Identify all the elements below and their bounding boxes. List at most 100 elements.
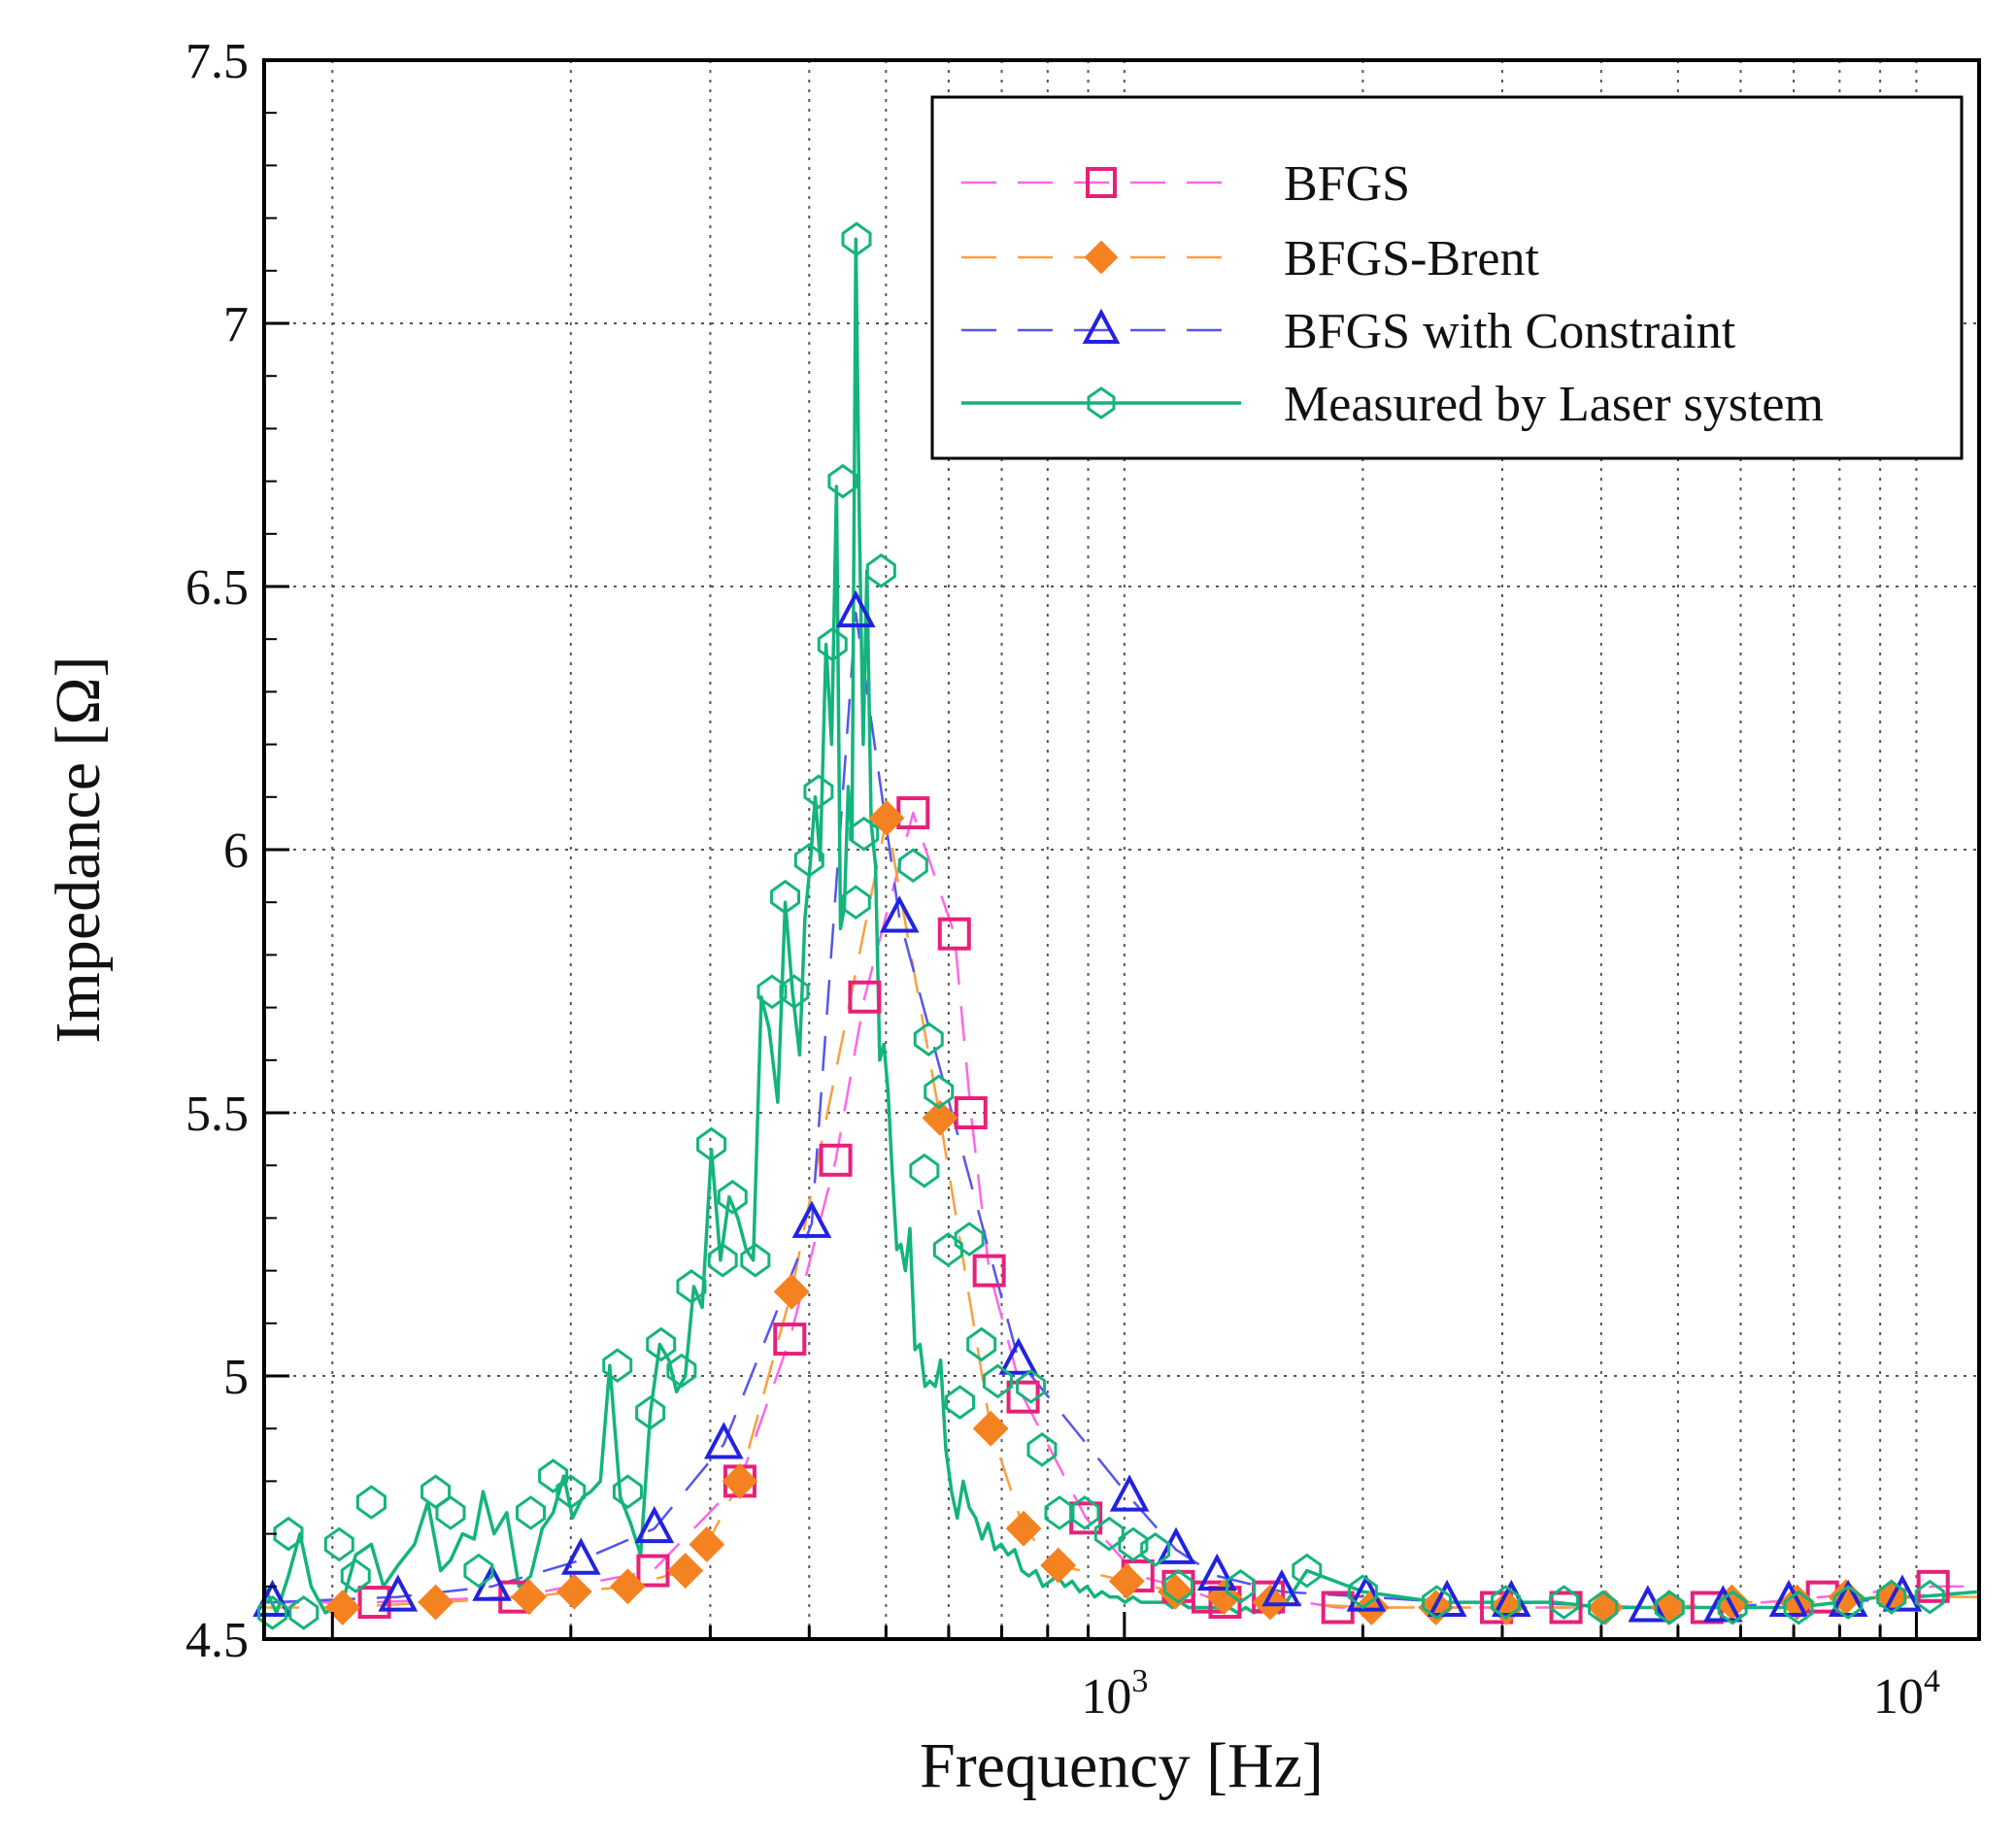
data-point-bfgs-brent (610, 1568, 646, 1605)
y-tick-label: 4.5 (185, 1613, 249, 1668)
data-point-bfgs-brent (722, 1462, 758, 1499)
data-point-bfgs-with-constraint (879, 895, 920, 933)
legend-label: Measured by Laser system (1284, 377, 1824, 432)
data-point-measured (257, 1595, 288, 1630)
data-point-bfgs (972, 1254, 1006, 1288)
data-point-measured (435, 1495, 466, 1530)
data-point-measured (1654, 1590, 1685, 1625)
data-point-measured (1491, 1585, 1522, 1620)
data-point-bfgs-with-constraint (1261, 1568, 1302, 1607)
data-point-measured (849, 816, 880, 852)
legend-label: BFGS with Constraint (1284, 304, 1736, 359)
data-point-bfgs-brent (868, 800, 905, 836)
data-point-measured (340, 1558, 371, 1593)
data-point-measured (817, 626, 848, 662)
data-point-measured (770, 879, 801, 915)
series-markers (252, 221, 1950, 1630)
data-point-bfgs-brent (1108, 1562, 1145, 1599)
data-point-bfgs (819, 1143, 853, 1177)
data-point-measured (793, 842, 824, 878)
data-point-bfgs-with-constraint (1346, 1574, 1387, 1612)
data-point-measured (945, 1385, 976, 1420)
data-point-measured (1832, 1585, 1864, 1620)
data-point-bfgs-with-constraint (1882, 1574, 1923, 1612)
data-point-bfgs-brent (922, 1100, 958, 1136)
data-point-measured (1026, 1432, 1058, 1467)
data-point-measured (463, 1553, 494, 1589)
data-point-measured (1162, 1568, 1193, 1604)
data-point-measured (779, 974, 810, 1010)
data-point-measured (1140, 1532, 1171, 1567)
data-point-bfgs-brent (511, 1579, 547, 1616)
data-point-measured (913, 1022, 944, 1056)
data-point-measured (1876, 1579, 1907, 1615)
data-point-bfgs-with-constraint (1427, 1579, 1467, 1618)
data-point-bfgs-brent (555, 1573, 592, 1610)
data-point-measured (273, 1516, 304, 1552)
x-tick-label: 103 (1081, 1663, 1148, 1725)
data-point-measured (827, 463, 858, 499)
data-point-bfgs-brent (418, 1584, 454, 1621)
data-point-measured (646, 1326, 677, 1362)
data-point-bfgs-with-constraint (378, 1574, 419, 1612)
data-point-measured (288, 1595, 319, 1630)
data-point-bfgs-with-constraint (1702, 1585, 1743, 1623)
data-point-measured (516, 1495, 547, 1530)
data-point-bfgs-brent (1252, 1584, 1289, 1621)
data-point-measured (932, 1232, 963, 1267)
data-point-bfgs-with-constraint (1109, 1474, 1150, 1512)
data-point-bfgs-brent (689, 1526, 725, 1562)
data-point-measured (1044, 1495, 1075, 1530)
data-point-measured (1347, 1574, 1378, 1610)
legend-marker (1082, 308, 1121, 344)
data-point-measured (612, 1474, 643, 1510)
data-point-measured (707, 1242, 738, 1278)
data-point-measured (803, 774, 834, 810)
data-point-measured (982, 1363, 1013, 1399)
data-point-measured (897, 848, 928, 884)
data-point-measured (1588, 1590, 1619, 1625)
data-point-measured (840, 885, 871, 921)
data-point-bfgs-with-constraint (791, 1200, 832, 1238)
data-point-bfgs-with-constraint (634, 1505, 675, 1544)
series-line-bfgs (264, 811, 1979, 1609)
data-point-measured (1292, 1553, 1323, 1589)
y-tick-label: 6.5 (185, 560, 249, 616)
data-point-measured (954, 1222, 985, 1257)
data-point-measured (841, 221, 872, 257)
data-point-measured (538, 1458, 569, 1493)
data-point-bfgs-with-constraint (835, 589, 876, 628)
data-point-measured (1783, 1590, 1814, 1625)
data-point-measured (756, 974, 788, 1010)
legend-label: BFGS (1284, 156, 1410, 212)
legend-entries: BFGS BFGS-Brent BFGS with Constraint Measur… (961, 156, 1824, 432)
data-point-measured (924, 1074, 955, 1110)
data-point-measured (1069, 1495, 1100, 1530)
data-point-measured (1422, 1585, 1453, 1620)
series-line-bfgs-with-constraint (264, 611, 1979, 1609)
data-point-measured (635, 1395, 666, 1430)
data-point-measured (909, 1153, 940, 1189)
data-point-bfgs-brent (667, 1553, 704, 1589)
data-point-bfgs-brent (1353, 1590, 1390, 1625)
legend-marker (1087, 386, 1116, 419)
legend: BFGS BFGS-Brent BFGS with Constraint Measur… (930, 95, 1964, 460)
data-point-bfgs-brent (1005, 1510, 1042, 1547)
data-point-bfgs-with-constraint (1196, 1553, 1237, 1591)
legend-marker (1086, 167, 1117, 198)
data-point-bfgs (937, 917, 971, 951)
legend-box (930, 95, 1964, 460)
data-point-measured (602, 1348, 633, 1384)
data-point-measured (717, 1179, 748, 1215)
y-tick-label: 6 (223, 823, 249, 879)
data-point-measured (1549, 1585, 1580, 1620)
data-point-bfgs-with-constraint (703, 1422, 744, 1459)
data-point-measured (676, 1269, 707, 1304)
axis-ticks: 4.5 5 5.5 6 6.5 7 7.5 103 104 (185, 34, 1940, 1725)
data-point-bfgs (1916, 1569, 1950, 1603)
y-tick-label: 5 (223, 1350, 249, 1405)
data-point-measured (555, 1474, 587, 1510)
data-point-measured (740, 1242, 771, 1278)
data-point-bfgs-with-constraint (1828, 1579, 1868, 1618)
